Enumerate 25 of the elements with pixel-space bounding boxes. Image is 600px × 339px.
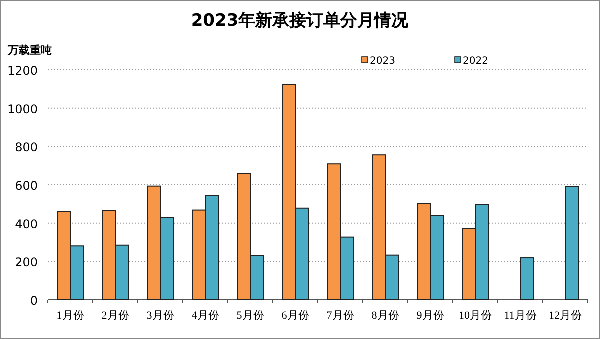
y-tick-label: 0 — [30, 294, 38, 308]
y-tick-label: 200 — [15, 256, 38, 270]
x-tick-label: 3月份 — [146, 310, 174, 322]
x-tick-label: 2月份 — [102, 310, 130, 322]
y-tick-label: 1200 — [7, 64, 38, 78]
bar — [520, 258, 534, 300]
chart-title: 2023年新承接订单分月情况 — [191, 11, 410, 31]
x-tick-label: 9月份 — [416, 310, 444, 322]
x-tick-label: 10月份 — [459, 310, 492, 322]
x-tick-label: 11月份 — [504, 310, 537, 322]
x-tick-label: 6月份 — [282, 310, 310, 322]
bar — [565, 186, 579, 300]
x-tick-label: 5月份 — [236, 310, 264, 322]
y-tick-label: 600 — [15, 179, 38, 193]
y-axis-title: 万载重吨 — [7, 44, 52, 57]
legend-label: 2023 — [370, 56, 396, 67]
x-tick-label: 7月份 — [326, 310, 354, 322]
y-tick-label: 400 — [15, 217, 38, 232]
x-tick-label: 12月份 — [549, 310, 582, 322]
legend-label: 2022 — [463, 56, 488, 67]
x-tick-label: 1月份 — [56, 310, 84, 322]
y-tick-label: 800 — [15, 140, 38, 155]
x-tick-label: 8月份 — [372, 310, 400, 322]
x-tick-label: 4月份 — [192, 310, 220, 322]
y-tick-label: 1000 — [7, 102, 38, 116]
